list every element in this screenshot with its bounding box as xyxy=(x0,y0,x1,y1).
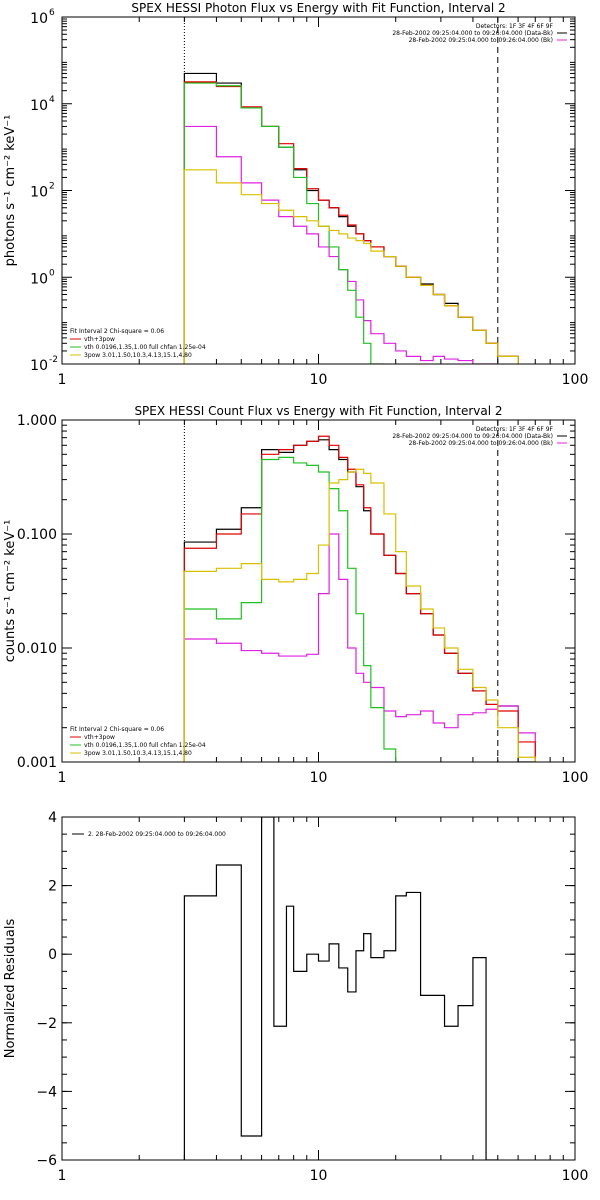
y-tick-label-mantissa: 10 xyxy=(30,271,48,287)
legend-text: 28-Feb-2002 09:25:04.000 to 09:26:04.000… xyxy=(409,440,553,447)
y-tick-label: −2 xyxy=(36,1016,57,1032)
3pow-series-line xyxy=(183,468,536,762)
count-flux-panel: SPEX HESSI Count Flux vs Energy with Fit… xyxy=(3,404,589,786)
plot-frame xyxy=(61,816,576,1161)
y-tick-label-mantissa: 10 xyxy=(30,358,48,374)
legend-text: 28-Feb-2002 09:25:04.000 to 09:26:04.000… xyxy=(392,433,553,440)
legend-text: 28-Feb-2002 09:25:04.000 to 09:26:04.000… xyxy=(409,37,553,44)
y-tick-label: −4 xyxy=(36,1084,57,1100)
legend-text: 2. 28-Feb-2002 09:25:04.000 to 09:26:04.… xyxy=(88,831,226,838)
legend-text: vth+3pow xyxy=(84,734,115,741)
y-tick-label-exponent: 4 xyxy=(49,95,55,105)
x-tick-label: 10 xyxy=(310,372,328,388)
y-tick-label: 0.100 xyxy=(17,527,57,543)
x-tick-label: 1 xyxy=(58,1168,67,1184)
series-group xyxy=(183,435,536,762)
legend-text: Detectors: 1F 3F 4F 6F 9F xyxy=(476,426,554,433)
series-group xyxy=(183,817,498,1160)
legend-text: Detectors: 1F 3F 4F 6F 9F xyxy=(476,23,554,30)
legend-text: 3pow 3.01,1.50,10.3,4.13,15.1,4.80 xyxy=(84,352,192,359)
y-tick-label: 2 xyxy=(48,879,57,895)
x-tick-label: 10 xyxy=(310,1168,328,1184)
legend-text: 3pow 3.01,1.50,10.3,4.13,15.1,4.80 xyxy=(84,750,192,757)
data-bk-series-line xyxy=(183,72,519,364)
y-tick-label-exponent: 0 xyxy=(49,268,55,278)
x-tick-label: 1 xyxy=(58,372,67,388)
legend-text: vth+3pow xyxy=(84,336,115,343)
residuals-panel: Normalized Residuals 1 10 100 −6 −4 −2 0 2 4 2. 28… xyxy=(3,810,588,1184)
y-axis-label: Normalized Residuals xyxy=(3,919,18,1059)
series-group xyxy=(183,72,519,364)
y-tick-label: 0.001 xyxy=(17,755,57,771)
y-axis-label: photons s⁻¹ cm⁻² keV⁻¹ xyxy=(3,115,18,267)
y-axis-label: counts s⁻¹ cm⁻² keV⁻¹ xyxy=(3,520,18,663)
vth-series-line xyxy=(183,456,536,762)
data-bk-series-line xyxy=(183,439,536,762)
y-tick-label-exponent: 6 xyxy=(49,8,55,18)
plot-frame xyxy=(61,16,576,365)
vth-series-line xyxy=(183,82,519,364)
legend-text: vth 0.0196,1.35,1.00 full chfan 1.25e-04 xyxy=(84,742,206,749)
y-tick-label: 0.010 xyxy=(17,641,57,657)
residual-series-line xyxy=(183,817,498,1160)
legend-text: Fit Interval 2 Chi-square = 0.06 xyxy=(70,328,164,335)
legend-text: 28-Feb-2002 09:25:04.000 to 09:26:04.000… xyxy=(392,30,553,37)
legend-text: vth 0.0196,1.35,1.00 full chfan 1.25e-04 xyxy=(84,344,206,351)
y-tick-label: 4 xyxy=(48,810,57,826)
plot-frame xyxy=(61,419,576,763)
y-tick-label: 0 xyxy=(48,947,57,963)
bk-series-line xyxy=(183,125,519,364)
y-tick-label-exponent: -2 xyxy=(49,355,58,365)
y-tick-label-mantissa: 10 xyxy=(30,11,48,27)
x-tick-label: 1 xyxy=(58,770,67,786)
photon-flux-panel: SPEX HESSI Photon Flux vs Energy with Fi… xyxy=(3,1,589,388)
y-tick-label: 1.000 xyxy=(17,413,57,429)
x-tick-label: 100 xyxy=(562,372,589,388)
legend-text: Fit Interval 2 Chi-square = 0.06 xyxy=(70,726,164,733)
chart-title: SPEX HESSI Count Flux vs Energy with Fit… xyxy=(134,404,502,418)
chart-title: SPEX HESSI Photon Flux vs Energy with Fi… xyxy=(131,1,505,15)
y-tick-label: −6 xyxy=(36,1153,57,1169)
vth-3pow-series-line xyxy=(183,81,519,364)
y-tick-label-mantissa: 10 xyxy=(30,185,48,201)
x-tick-label: 100 xyxy=(562,1168,589,1184)
3pow-series-line xyxy=(183,169,519,364)
x-tick-label: 100 xyxy=(562,770,589,786)
y-tick-label-mantissa: 10 xyxy=(30,98,48,114)
x-tick-label: 10 xyxy=(310,770,328,786)
y-tick-label-exponent: 2 xyxy=(49,182,55,192)
